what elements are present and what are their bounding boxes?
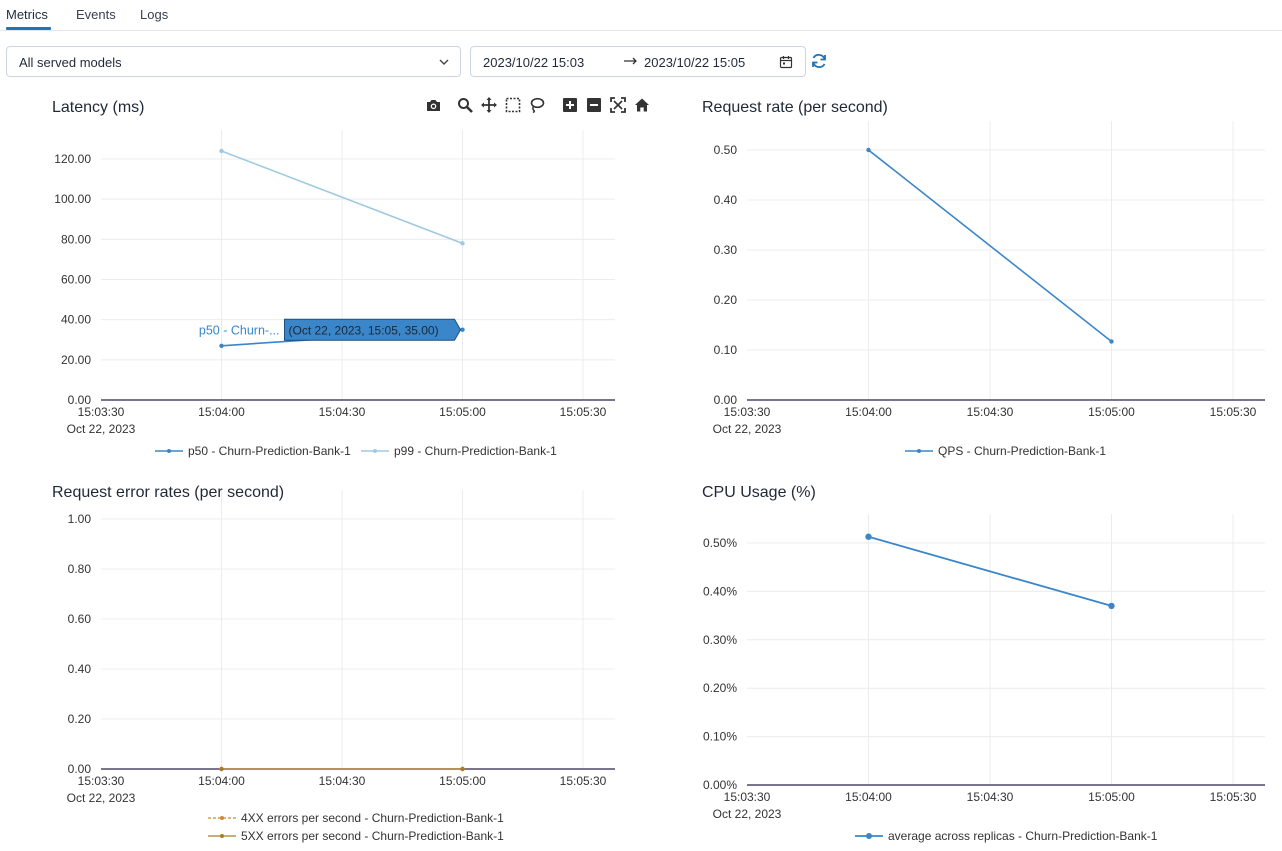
- x-tick-label: 15:04:00: [845, 790, 892, 804]
- y-tick-label: 0.00%: [703, 778, 737, 792]
- legend-item: average across replicas - Churn-Predicti…: [855, 829, 1158, 843]
- chart-latency: 15:03:30 15:04:00 15:04:30 15:05:00 15:05:30…: [54, 130, 615, 458]
- data-point: [865, 534, 871, 540]
- x-tick-label: 15:03:30: [78, 405, 125, 419]
- legend-swatch-marker: [373, 449, 377, 453]
- y-tick-label: 0.00: [68, 393, 92, 407]
- y-tick-label: 0.40%: [703, 584, 737, 598]
- data-point: [1109, 339, 1113, 343]
- chart-cpu_usage: 15:03:30 15:04:00 15:04:30 15:05:00 15:05:30…: [703, 514, 1265, 843]
- y-tick-label: 0.20: [714, 293, 738, 307]
- legend-label: p50 - Churn-Prediction-Bank-1: [188, 444, 351, 458]
- legend-label: p99 - Churn-Prediction-Bank-1: [394, 444, 557, 458]
- legend-swatch-marker: [220, 816, 224, 820]
- y-tick-label: 20.00: [61, 353, 91, 367]
- data-point: [866, 148, 870, 152]
- x-tick-label: 15:04:00: [198, 405, 245, 419]
- y-tick-label: 0.80: [68, 562, 92, 576]
- legend-swatch-marker: [917, 449, 921, 453]
- hover-value-label: (Oct 22, 2023, 15:05, 35.00): [289, 324, 439, 338]
- data-point: [460, 767, 464, 771]
- x-tick-label: 15:05:00: [439, 405, 486, 419]
- y-tick-label: 80.00: [61, 232, 91, 246]
- hover-series-label: p50 - Churn-...: [199, 324, 280, 338]
- legend-label: 5XX errors per second - Churn-Prediction…: [241, 829, 504, 843]
- legend-label: 4XX errors per second - Churn-Prediction…: [241, 811, 504, 825]
- hover-tooltip: (Oct 22, 2023, 15:05, 35.00) p50 - Churn-…: [199, 319, 461, 340]
- x-tick-label: 15:05:00: [1088, 790, 1135, 804]
- x-tick-label: 15:03:30: [724, 405, 771, 419]
- y-tick-label: 0.30%: [703, 633, 737, 647]
- y-tick-label: 0.50: [714, 143, 738, 157]
- data-point: [219, 149, 223, 153]
- x-tick-label: 15:05:00: [1088, 405, 1135, 419]
- x-date-label: Oct 22, 2023: [713, 807, 782, 821]
- x-tick-label: 15:04:30: [319, 405, 366, 419]
- x-tick-label: 15:04:30: [967, 405, 1014, 419]
- x-date-label: Oct 22, 2023: [67, 422, 136, 436]
- y-tick-label: 0.40: [714, 193, 738, 207]
- x-date-label: Oct 22, 2023: [67, 791, 136, 805]
- legend-swatch-marker: [866, 833, 872, 839]
- x-tick-label: 15:05:30: [1210, 790, 1257, 804]
- y-tick-label: 0.00: [714, 393, 738, 407]
- legend-swatch-marker: [167, 449, 171, 453]
- x-tick-label: 15:05:30: [1210, 405, 1257, 419]
- y-tick-label: 120.00: [54, 152, 91, 166]
- chart-request_rate: 15:03:30 15:04:00 15:04:30 15:05:00 15:05:30…: [713, 121, 1265, 458]
- x-tick-label: 15:05:00: [439, 774, 486, 788]
- legend-swatch-marker: [220, 834, 224, 838]
- x-tick-label: 15:05:30: [560, 774, 607, 788]
- x-tick-label: 15:04:30: [967, 790, 1014, 804]
- legend-item: 5XX errors per second - Churn-Prediction…: [208, 829, 504, 843]
- y-tick-label: 0.50%: [703, 536, 737, 550]
- data-point: [219, 767, 223, 771]
- y-tick-label: 40.00: [61, 313, 91, 327]
- y-tick-label: 0.20: [68, 712, 92, 726]
- y-tick-label: 0.10: [714, 343, 738, 357]
- y-tick-label: 100.00: [54, 192, 91, 206]
- y-tick-label: 60.00: [61, 273, 91, 287]
- y-tick-label: 0.00: [68, 762, 92, 776]
- x-date-label: Oct 22, 2023: [713, 422, 782, 436]
- legend-item: p50 - Churn-Prediction-Bank-1: [155, 444, 351, 458]
- chart-error_rates: 15:03:30 15:04:00 15:04:30 15:05:00 15:05:30…: [67, 490, 615, 843]
- x-tick-label: 15:03:30: [724, 790, 771, 804]
- x-tick-label: 15:04:00: [198, 774, 245, 788]
- legend-item: QPS - Churn-Prediction-Bank-1: [905, 444, 1106, 458]
- data-point: [219, 344, 223, 348]
- x-tick-label: 15:03:30: [78, 774, 125, 788]
- legend-item: 4XX errors per second - Churn-Prediction…: [208, 811, 504, 825]
- x-tick-label: 15:04:30: [319, 774, 366, 788]
- y-tick-label: 0.40: [68, 662, 92, 676]
- data-point: [460, 241, 464, 245]
- x-tick-label: 15:04:00: [845, 405, 892, 419]
- y-tick-label: 0.30: [714, 243, 738, 257]
- y-tick-label: 0.60: [68, 612, 92, 626]
- y-tick-label: 0.20%: [703, 681, 737, 695]
- y-tick-label: 0.10%: [703, 730, 737, 744]
- x-tick-label: 15:05:30: [560, 405, 607, 419]
- legend-label: average across replicas - Churn-Predicti…: [888, 829, 1158, 843]
- legend-item: p99 - Churn-Prediction-Bank-1: [361, 444, 557, 458]
- legend-label: QPS - Churn-Prediction-Bank-1: [938, 444, 1106, 458]
- y-tick-label: 1.00: [68, 512, 92, 526]
- data-point: [1108, 603, 1114, 609]
